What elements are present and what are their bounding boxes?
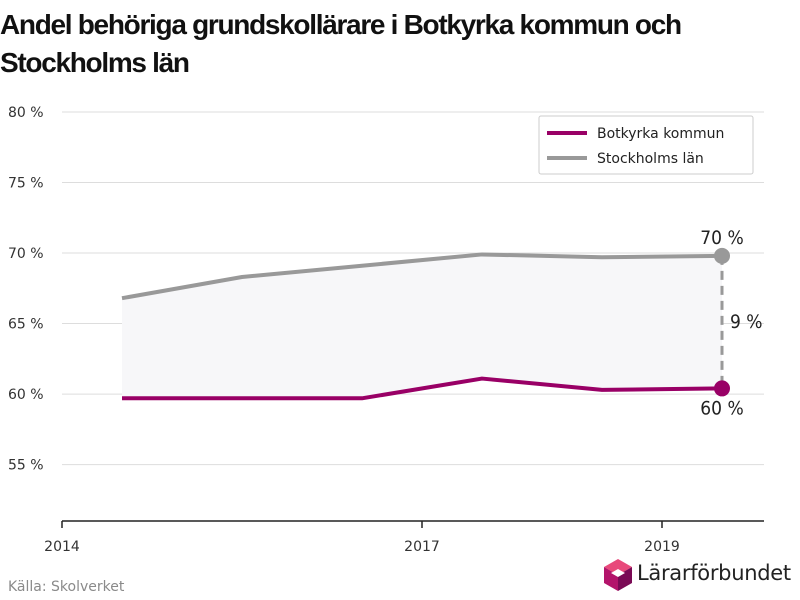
x-axis: 2014 2017 2019 xyxy=(44,520,764,555)
y-tick-label-75: 75 % xyxy=(8,176,44,192)
legend-label-stockholms-lan: Stockholms län xyxy=(597,151,704,167)
y-tick-label-70: 70 % xyxy=(8,246,44,262)
annotations: 70 % 60 % 9 % xyxy=(700,227,762,420)
y-tick-label-80: 80 % xyxy=(8,105,44,121)
series-line-botkyrka-kommun xyxy=(122,376,723,401)
x-tick-label-2014: 2014 xyxy=(44,539,80,555)
brand-logo-text: Lärarförbundet xyxy=(637,561,791,585)
chart-title-line-1: Andel behöriga grundskollärare i Botkyrk… xyxy=(0,9,682,40)
chart-title: Andel behöriga grundskollärare i Botkyrk… xyxy=(0,6,800,82)
legend-label-botkyrka-kommun: Botkyrka kommun xyxy=(597,126,724,142)
y-axis-labels: 55 % 60 % 65 % 70 % 75 % 80 % xyxy=(8,105,44,474)
x-tick-label-2017: 2017 xyxy=(404,539,440,555)
botkyrka-kommun-end-label: 60 % xyxy=(700,397,743,419)
chart-title-line-2: Stockholms län xyxy=(0,47,190,78)
x-tick-label-2019: 2019 xyxy=(644,539,680,555)
source-note: Källa: Skolverket xyxy=(8,579,125,595)
botkyrka-kommun-end-point xyxy=(714,380,730,397)
y-tick-label-55: 55 % xyxy=(8,458,44,474)
y-tick-label-65: 65 % xyxy=(8,317,44,333)
y-tick-label-60: 60 % xyxy=(8,387,44,403)
series-line-stockholms-lan xyxy=(121,252,723,301)
brand-logo: Lärarförbundet xyxy=(601,557,800,593)
stockholms-lan-end-label: 70 % xyxy=(700,227,743,249)
stockholms-lan-end-point xyxy=(714,247,730,264)
difference-band xyxy=(122,254,722,399)
difference-label: 9 % xyxy=(730,311,763,333)
legend-box xyxy=(538,115,754,175)
legend: Botkyrka kommun Stockholms län xyxy=(538,115,754,175)
series-lines xyxy=(121,252,723,401)
hexagon-logo-icon xyxy=(604,559,632,591)
